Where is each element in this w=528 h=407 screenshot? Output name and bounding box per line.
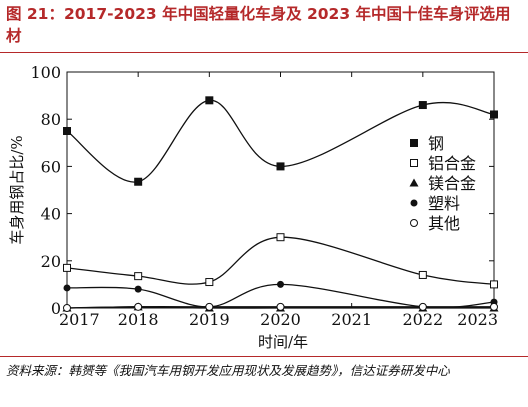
x-tick-label: 2021 <box>331 310 372 329</box>
data-point <box>205 278 214 287</box>
data-point <box>134 302 143 311</box>
x-tick-label: 2023 <box>457 310 498 329</box>
data-point <box>63 304 71 312</box>
data-point <box>418 101 427 110</box>
data-point <box>490 280 498 289</box>
x-axis-ticks: 2017 2018 2019 2020 2021 2022 2023 <box>59 72 498 329</box>
source-divider <box>0 356 528 357</box>
x-tick-label: 2018 <box>118 310 159 329</box>
y-tick-label: 0 <box>51 299 61 318</box>
data-point <box>63 284 71 292</box>
data-point <box>277 280 284 288</box>
series-line <box>66 236 495 286</box>
legend-marker <box>410 139 418 147</box>
data-point <box>205 302 214 311</box>
data-point <box>276 233 285 242</box>
legend-marker <box>410 199 418 207</box>
x-tick-label: 2017 <box>59 310 100 329</box>
x-tick-label: 2022 <box>402 310 443 329</box>
data-point <box>276 162 285 171</box>
legend-label: 镁合金 <box>428 174 476 193</box>
data-point <box>205 96 214 105</box>
y-tick-label: 80 <box>41 110 61 129</box>
data-point <box>63 127 71 135</box>
x-axis-label: 时间/年 <box>258 333 308 351</box>
data-point <box>134 272 143 281</box>
legend-label: 其他 <box>428 214 460 233</box>
legend-label: 铝合金 <box>428 154 476 173</box>
y-axis-label: 车身用钢占比/% <box>8 135 26 244</box>
data-point <box>490 110 498 119</box>
data-point <box>418 270 427 279</box>
title-divider <box>0 52 528 53</box>
series-layer <box>62 96 499 312</box>
legend-label: 塑料 <box>428 194 460 213</box>
data-point <box>276 302 285 311</box>
y-tick-label: 100 <box>30 63 61 82</box>
legend-label: 钢 <box>428 134 444 153</box>
y-tick-label: 20 <box>41 252 61 271</box>
figure-title: 图 21：2017-2023 年中国轻量化车身及 2023 年中国十佳车身评选用… <box>6 5 511 45</box>
y-tick-label: 60 <box>41 157 61 176</box>
data-point <box>134 177 143 186</box>
legend-marker <box>410 219 418 227</box>
data-point <box>490 302 498 311</box>
data-point <box>418 302 427 311</box>
x-tick-label: 2019 <box>189 310 230 329</box>
x-tick-label: 2020 <box>260 310 301 329</box>
y-tick-label: 40 <box>41 205 61 224</box>
data-point <box>63 263 71 272</box>
source-note: 资料来源：韩赟等《我国汽车用钢开发应用现状及发展趋势》，信达证券研发中心 <box>6 363 450 378</box>
data-point <box>134 285 142 293</box>
y-axis-ticks: 0 20 40 60 80 100 <box>30 63 494 318</box>
legend-marker <box>409 178 419 187</box>
legend-marker <box>410 159 418 167</box>
